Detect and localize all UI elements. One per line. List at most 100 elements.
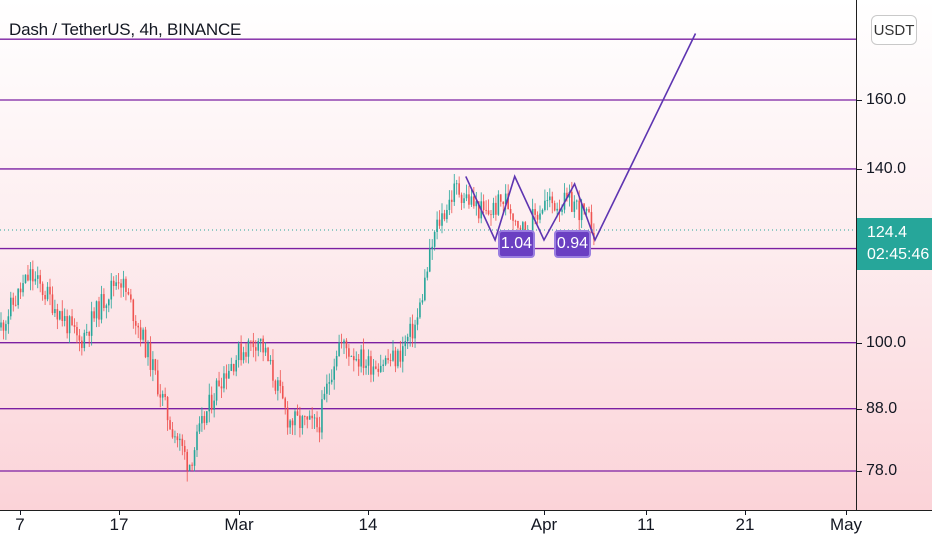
- candle-104: [255, 340, 257, 362]
- candle-185: [453, 173, 456, 206]
- candle-156: [382, 359, 384, 372]
- symbol-title[interactable]: Dash / TetherUS, 4h, BINANCE: [9, 20, 242, 39]
- candle-7: [17, 288, 19, 309]
- candle-77: [188, 464, 191, 472]
- candle-204: [500, 194, 502, 207]
- candle-105: [257, 338, 260, 357]
- candle-183: [448, 190, 451, 216]
- candle-32: [78, 328, 81, 352]
- candle-63: [154, 358, 157, 375]
- candle-99: [242, 346, 245, 364]
- candle-133: [326, 374, 328, 403]
- chart-canvas[interactable]: [0, 0, 856, 510]
- candle-40: [98, 296, 100, 327]
- candle-107: [262, 335, 264, 362]
- candle-130: [318, 416, 321, 443]
- candle-220: [539, 205, 541, 224]
- candle-126: [308, 410, 311, 420]
- candle-158: [387, 349, 389, 364]
- candle-178: [436, 211, 438, 240]
- candle-5: [12, 292, 15, 312]
- candle-92: [225, 364, 228, 390]
- candle-235: [575, 199, 578, 210]
- candle-190: [465, 184, 468, 202]
- candle-121: [296, 404, 299, 416]
- candle-139: [340, 333, 343, 349]
- time-scale[interactable]: [0, 510, 932, 551]
- candle-30: [73, 318, 76, 334]
- candle-90: [220, 377, 223, 399]
- price-axis-tick: [856, 168, 862, 170]
- candle-59: [144, 326, 147, 359]
- candle-151: [370, 350, 372, 383]
- candle-222: [544, 189, 546, 212]
- candle-21: [51, 286, 54, 316]
- candle-175: [428, 238, 431, 273]
- candle-200: [490, 210, 492, 226]
- chart-area[interactable]: Dash / TetherUS, 4h, BINANCE 1.04 0.94: [0, 0, 856, 510]
- candle-177: [433, 230, 436, 251]
- candle-154: [377, 363, 380, 377]
- candle-16: [39, 269, 41, 293]
- time-axis-tick: [646, 510, 647, 515]
- candle-75: [183, 440, 186, 460]
- time-axis-label-0: 7: [15, 515, 25, 534]
- pattern-drawing[interactable]: [465, 33, 697, 243]
- candle-36: [88, 330, 90, 347]
- candle-187: [458, 176, 460, 198]
- candle-100: [245, 342, 247, 363]
- candle-82: [201, 407, 203, 432]
- candle-45: [110, 273, 113, 309]
- candle-54: [132, 298, 135, 329]
- time-axis-tick: [119, 510, 120, 515]
- candle-35: [85, 323, 88, 336]
- last-price-label: 124.4 02:45:46: [857, 218, 932, 270]
- candle-152: [372, 358, 375, 382]
- candle-76: [186, 449, 188, 482]
- candle-145: [355, 351, 358, 362]
- candle-115: [281, 381, 284, 400]
- price-axis-tick: [856, 471, 862, 472]
- candle-124: [304, 415, 306, 426]
- price-axis-label-3: 100.0: [866, 333, 907, 351]
- pattern-ratio-badge-1[interactable]: 1.04: [498, 230, 535, 258]
- candle-29: [71, 309, 73, 327]
- candle-14: [34, 271, 37, 285]
- candle-132: [323, 386, 326, 401]
- candle-50: [122, 270, 125, 297]
- candle-135: [330, 369, 333, 385]
- candle-83: [203, 411, 206, 430]
- candle-95: [232, 363, 235, 376]
- candle-122: [299, 406, 301, 438]
- currency-button[interactable]: USDT: [871, 15, 917, 45]
- candle-55: [134, 315, 137, 335]
- candle-1: [2, 319, 5, 340]
- time-axis-tick: [846, 510, 847, 515]
- candle-221: [541, 208, 544, 215]
- candle-120: [294, 408, 296, 436]
- candles: [0, 173, 595, 482]
- candle-179: [438, 210, 441, 229]
- price-axis-label-0: 160.0: [866, 91, 907, 108]
- candle-41: [100, 285, 103, 324]
- pattern-ratio-badge-2[interactable]: 0.94: [554, 230, 591, 258]
- candle-117: [286, 401, 289, 435]
- candle-48: [117, 272, 120, 290]
- candle-106: [259, 338, 262, 353]
- candle-78: [191, 462, 193, 472]
- time-axis-label-3: 14: [358, 515, 378, 534]
- candle-209: [512, 213, 514, 231]
- price-axis-tick: [856, 100, 862, 101]
- candle-203: [497, 190, 500, 216]
- candle-110: [269, 355, 272, 365]
- candle-52: [127, 288, 130, 296]
- time-axis-label-6: 21: [735, 515, 755, 534]
- candle-180: [441, 203, 443, 234]
- candle-111: [272, 349, 274, 388]
- candle-31: [76, 321, 78, 344]
- candle-155: [379, 354, 382, 374]
- candle-142: [348, 344, 350, 366]
- candle-10: [24, 274, 27, 284]
- candle-219: [536, 211, 539, 224]
- candle-165: [404, 335, 407, 356]
